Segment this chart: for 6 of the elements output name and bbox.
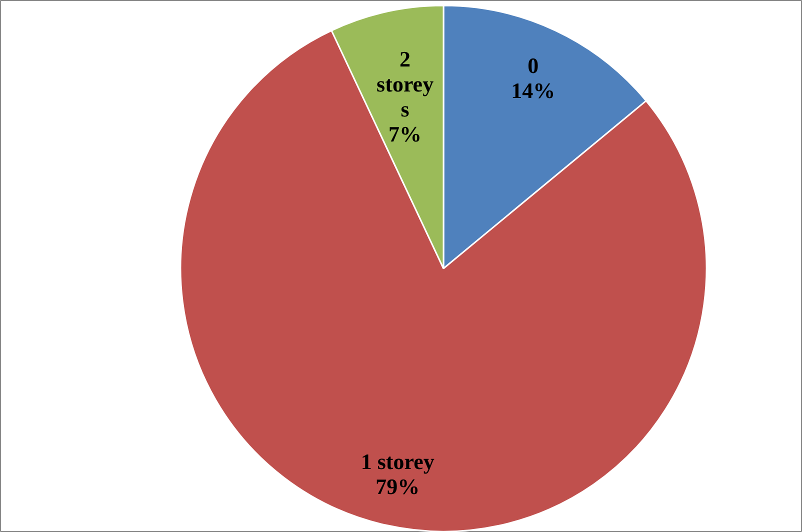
data-label: 7% [388, 122, 422, 147]
slice-label: 2 storeys [376, 46, 434, 122]
slice-label: 0 [528, 53, 539, 78]
data-label: 79% [376, 474, 420, 499]
data-label: 14% [511, 78, 556, 104]
slice-label: 1 storey [360, 448, 434, 474]
